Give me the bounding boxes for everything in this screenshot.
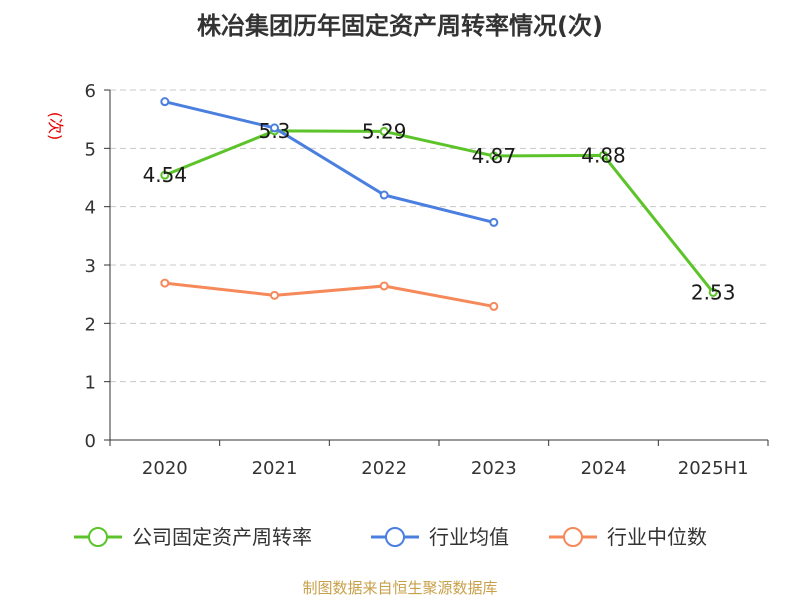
y-tick-label: 0 xyxy=(85,431,96,452)
data-point xyxy=(379,190,389,200)
data-label: 4.54 xyxy=(143,163,188,187)
y-axis-label: (次) xyxy=(46,112,65,141)
data-point xyxy=(489,217,499,227)
series-layer xyxy=(160,97,718,311)
y-tick-label: 4 xyxy=(85,198,96,219)
data-point xyxy=(599,150,608,160)
data-label: 5.29 xyxy=(362,119,407,143)
x-tick-label: 2020 xyxy=(142,458,188,479)
legend-item[interactable]: 行业中位数 xyxy=(549,525,707,549)
chart-title: 株冶集团历年固定资产周转率情况(次) xyxy=(197,12,603,40)
legend-label: 行业均值 xyxy=(429,525,509,549)
x-tick-label: 2022 xyxy=(361,458,407,479)
data-point xyxy=(270,290,279,300)
x-tick-label: 2024 xyxy=(581,458,627,479)
data-point xyxy=(270,123,279,133)
axes: 0 1 2 3 4 5 6 2020 2021 2022 2023 2024 2025H1 xyxy=(85,81,769,479)
y-tick-label: 5 xyxy=(85,139,96,160)
data-point xyxy=(379,126,389,136)
legend-label: 行业中位数 xyxy=(607,525,707,549)
data-label: 5.3 xyxy=(259,119,291,143)
legend-marker-icon xyxy=(385,527,405,547)
data-point xyxy=(160,278,170,288)
x-tick-label: 2021 xyxy=(252,458,298,479)
x-tick-label: 2023 xyxy=(471,458,517,479)
data-point xyxy=(379,281,389,291)
data-label: 4.87 xyxy=(472,144,517,168)
y-tick-label: 3 xyxy=(85,256,96,277)
legend-item[interactable]: 公司固定资产周转率 xyxy=(74,525,312,549)
y-tick-label: 6 xyxy=(85,81,96,102)
data-point xyxy=(489,151,499,161)
data-label: 4.88 xyxy=(581,143,626,167)
data-point xyxy=(160,170,170,180)
series-line xyxy=(164,100,495,224)
legend-item[interactable]: 行业均值 xyxy=(371,525,509,549)
source-note: 制图数据来自恒生聚源数据库 xyxy=(302,579,497,597)
legend-label: 公司固定资产周转率 xyxy=(132,525,312,549)
series-line xyxy=(164,129,715,294)
data-point xyxy=(489,301,499,311)
data-point xyxy=(160,97,170,107)
legend[interactable]: 公司固定资产周转率 行业均值 行业中位数 xyxy=(74,525,707,549)
legend-marker-icon xyxy=(563,527,583,547)
y-tick-label: 1 xyxy=(85,373,96,394)
data-point xyxy=(708,287,718,297)
data-label: 2.53 xyxy=(691,280,736,304)
y-tick-label: 2 xyxy=(85,314,96,335)
data-labels: 4.54 5.3 5.29 4.87 4.88 2.53 xyxy=(143,119,736,305)
x-tick-label: 2025H1 xyxy=(678,458,749,479)
legend-marker-icon xyxy=(88,527,108,547)
series-line xyxy=(164,281,495,308)
